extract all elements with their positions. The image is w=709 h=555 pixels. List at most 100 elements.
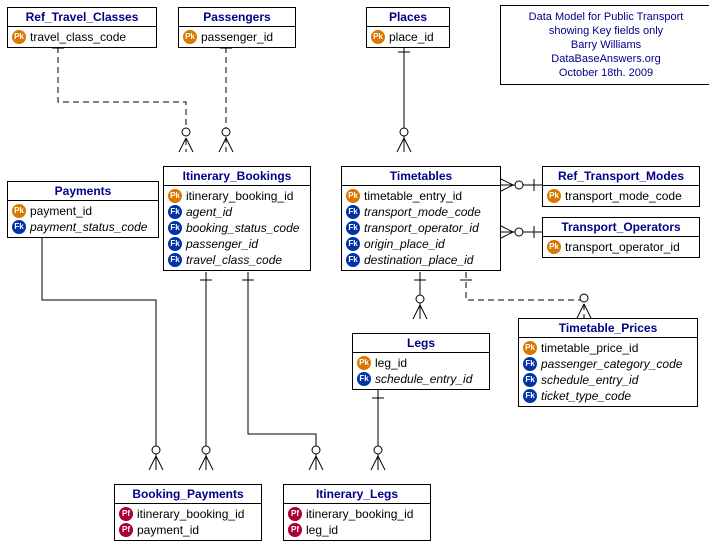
entity-transport-operators: Transport_Operators Pk transport_operator_… xyxy=(542,217,700,258)
field-name: booking_status_code xyxy=(186,220,299,236)
fk-icon: Fk xyxy=(346,221,360,235)
field-row: Pf itinerary_booking_id xyxy=(288,506,426,522)
fk-icon: Fk xyxy=(168,253,182,267)
pk-icon: Pk xyxy=(357,356,371,370)
info-l3: Barry Williams xyxy=(507,38,705,52)
field-name: passenger_id xyxy=(186,236,258,252)
entity-title: Ref_Transport_Modes xyxy=(543,167,699,186)
pf-icon: Pf xyxy=(288,507,302,521)
pk-icon: Pk xyxy=(346,189,360,203)
field-name: agent_id xyxy=(186,204,232,220)
field-name: timetable_entry_id xyxy=(364,188,462,204)
field-row: Pk timetable_entry_id xyxy=(346,188,496,204)
entity-itinerary-bookings: Itinerary_BookingsPkitinerary_booking_id… xyxy=(163,166,311,271)
info-l4: DataBaseAnswers.org xyxy=(507,52,705,66)
entity-passengers: Passengers Pk passenger_id xyxy=(178,7,296,48)
field-name: transport_operator_id xyxy=(565,239,680,255)
field-name: payment_id xyxy=(137,522,199,538)
field-name: itinerary_booking_id xyxy=(137,506,244,522)
field-row: Pk transport_operator_id xyxy=(547,239,695,255)
fk-icon: Fk xyxy=(168,205,182,219)
field-name: destination_place_id xyxy=(364,252,473,268)
field-row: Fkorigin_place_id xyxy=(346,236,496,252)
field-name: timetable_price_id xyxy=(541,340,638,356)
info-l1: Data Model for Public Transport xyxy=(507,10,705,24)
info-l2: showing Key fields only xyxy=(507,24,705,38)
entity-title: Booking_Payments xyxy=(115,485,261,504)
entity-body: Pkitinerary_booking_idFkagent_idFkbookin… xyxy=(164,186,310,270)
entity-body: Pk timetable_price_id Fk passenger_category… xyxy=(519,338,697,406)
entity-body: Pktravel_class_code xyxy=(8,27,156,47)
fk-icon: Fk xyxy=(346,253,360,267)
field-name: schedule_entry_id xyxy=(541,372,638,388)
field-row: Fk destination_place_id xyxy=(346,252,496,268)
fk-icon: Fk xyxy=(523,357,537,371)
field-name: passenger_category_code xyxy=(541,356,682,372)
field-name: payment_status_code xyxy=(30,219,147,235)
field-name: schedule_entry_id xyxy=(375,371,472,387)
info-l5: October 18th. 2009 xyxy=(507,66,705,80)
field-row: Pk timetable_price_id xyxy=(523,340,693,356)
fk-icon: Fk xyxy=(346,205,360,219)
entity-body: Pf itinerary_booking_idPfleg_id xyxy=(284,504,430,540)
entity-title: Transport_Operators xyxy=(543,218,699,237)
field-name: passenger_id xyxy=(201,29,273,45)
pk-icon: Pk xyxy=(168,189,182,203)
field-name: leg_id xyxy=(375,355,407,371)
entity-booking-payments: Booking_PaymentsPfitinerary_booking_idPf… xyxy=(114,484,262,541)
field-name: ticket_type_code xyxy=(541,388,631,404)
entity-body: Pk transport_mode_code xyxy=(543,186,699,206)
entity-title: Passengers xyxy=(179,8,295,27)
pk-icon: Pk xyxy=(523,341,537,355)
pf-icon: Pf xyxy=(288,523,302,537)
fk-icon: Fk xyxy=(523,389,537,403)
field-name: itinerary_booking_id xyxy=(306,506,413,522)
field-name: transport_mode_code xyxy=(565,188,682,204)
field-row: Fk passenger_category_code xyxy=(523,356,693,372)
field-row: Fk payment_status_code xyxy=(12,219,154,235)
entity-title: Timetables xyxy=(342,167,500,186)
entity-title: Itinerary_Bookings xyxy=(164,167,310,186)
field-row: Fk ticket_type_code xyxy=(523,388,693,404)
info-box: Data Model for Public Transport showing … xyxy=(500,5,709,85)
pk-icon: Pk xyxy=(183,30,197,44)
fk-icon: Fk xyxy=(168,237,182,251)
field-row: Fk agent_id xyxy=(168,204,306,220)
entity-title: Timetable_Prices xyxy=(519,319,697,338)
field-name: origin_place_id xyxy=(364,236,445,252)
entity-legs: LegsPkleg_idFkschedule_entry_id xyxy=(352,333,490,390)
entity-title: Itinerary_Legs xyxy=(284,485,430,504)
field-row: Fktravel_class_code xyxy=(168,252,306,268)
field-row: Fkschedule_entry_id xyxy=(357,371,485,387)
pf-icon: Pf xyxy=(119,523,133,537)
entity-title: Ref_Travel_Classes xyxy=(8,8,156,27)
entity-body: Pk passenger_id xyxy=(179,27,295,47)
field-row: Pk transport_mode_code xyxy=(547,188,695,204)
field-row: Fk transport_mode_code xyxy=(346,204,496,220)
er-diagram: { "info": { "l1":"Data Model for Public … xyxy=(0,0,709,555)
field-row: Fkbooking_status_code xyxy=(168,220,306,236)
pk-icon: Pk xyxy=(371,30,385,44)
pk-icon: Pk xyxy=(547,240,561,254)
field-row: Pk payment_id xyxy=(12,203,154,219)
field-row: Pfleg_id xyxy=(288,522,426,538)
entity-payments: Payments Pk payment_id Fk payment_status_cod… xyxy=(7,181,159,238)
field-row: Pf itinerary_booking_id xyxy=(119,506,257,522)
entity-ref-transport-modes: Ref_Transport_Modes Pk transport_mode_code xyxy=(542,166,700,207)
entity-itinerary-legs: Itinerary_Legs Pf itinerary_booking_idPfle… xyxy=(283,484,431,541)
field-name: transport_operator_id xyxy=(364,220,479,236)
field-name: travel_class_code xyxy=(30,29,126,45)
pk-icon: Pk xyxy=(12,204,26,218)
field-row: Pktravel_class_code xyxy=(12,29,152,45)
entity-body: Pf itinerary_booking_id Pf payment_id xyxy=(115,504,261,540)
field-name: place_id xyxy=(389,29,434,45)
pk-icon: Pk xyxy=(547,189,561,203)
field-name: transport_mode_code xyxy=(364,204,481,220)
pf-icon: Pf xyxy=(119,507,133,521)
field-row: Pk passenger_id xyxy=(183,29,291,45)
entity-title: Payments xyxy=(8,182,158,201)
field-name: payment_id xyxy=(30,203,92,219)
field-row: Pk place_id xyxy=(371,29,445,45)
entity-timetable-prices: Timetable_PricesPktimetable_price_idFkpa… xyxy=(518,318,698,407)
fk-icon: Fk xyxy=(12,220,26,234)
